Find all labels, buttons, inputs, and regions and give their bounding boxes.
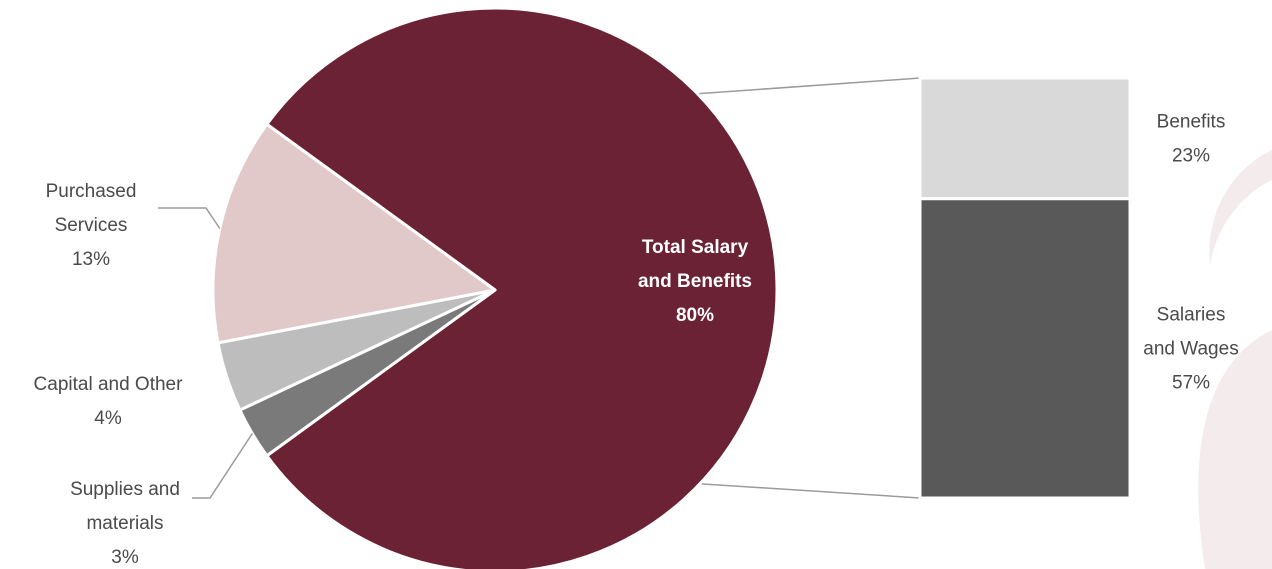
label-purchased-services: Purchased Services 13% [46,181,137,270]
label-total-salary-and-benefits: Total Salary and Benefits 80% [638,237,752,326]
label-salaries-and-wages: Salaries and Wages 57% [1143,304,1238,393]
leader-line-purchased-services [158,207,221,229]
label-capital-and-other: Capital and Other 4% [34,374,184,429]
label-supplies-and-materials: Supplies and materials 3% [70,479,180,568]
breakdown-bar [918,76,1132,500]
pie-slice-purchased-services [211,122,497,345]
pie-slice-total-salary-and-benefits [265,6,779,569]
pie [211,6,779,569]
data-labels: Total Salary and Benefits 80% Supplies and m… [34,111,1239,568]
bar-segment-salaries-and-wages [918,197,1132,500]
label-benefits: Benefits 23% [1157,111,1226,166]
bar-segment-benefits [918,76,1132,201]
leader-line-supplies-and-materials [192,433,253,499]
watermark-logo [1198,150,1272,569]
